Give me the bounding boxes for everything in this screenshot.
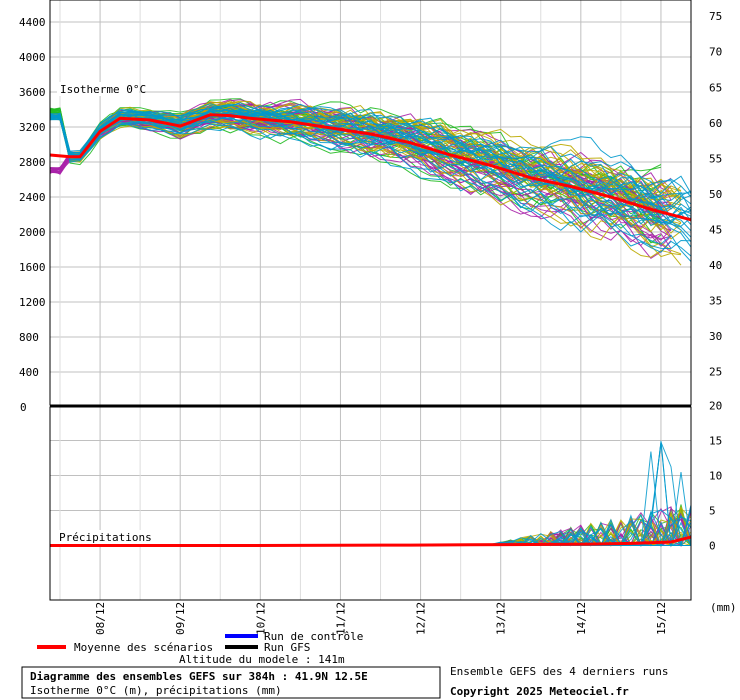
precip-y-tick: 5 (709, 505, 716, 518)
footer-title: Diagramme des ensembles GEFS sur 384h : … (30, 670, 368, 683)
footer-subtitle: Isotherme 0°C (m), précipitations (mm) (30, 684, 282, 697)
precip-unit-label: (mm) (710, 601, 737, 614)
x-tick-label: 14/12 (575, 602, 588, 635)
y-tick-right: 70 (709, 46, 722, 59)
y-tick-right: 55 (709, 152, 722, 165)
legend-control-label: Run de contrôle (264, 630, 363, 643)
y-tick-right: 60 (709, 117, 722, 130)
y-tick-left: 400 (19, 366, 39, 379)
precip-y-tick: 0 (709, 540, 716, 553)
precip-y-tick: 20 (709, 400, 722, 413)
isotherm-member-line (49, 115, 692, 257)
isotherm-member-line (49, 115, 682, 258)
isotherm-member-line (49, 107, 692, 227)
y-tick-left: 3200 (19, 121, 46, 134)
footer-title-box (21, 666, 441, 699)
y-tick-left: 2400 (19, 191, 46, 204)
isotherm-member-line (49, 114, 692, 262)
y-tick-right: 75 (709, 10, 722, 23)
x-tick-label: 15/12 (655, 602, 668, 635)
model-altitude-label: Altitude du modele : 141m (179, 653, 345, 666)
x-tick-label: 12/12 (415, 602, 428, 635)
x-tick-label: 13/12 (495, 602, 508, 635)
y-tick-right: 35 (709, 294, 722, 307)
isotherm-series-label: Isotherme 0°C (60, 83, 146, 96)
y-tick-left: 1600 (19, 261, 46, 274)
y-tick-right: 50 (709, 188, 722, 201)
y-tick-right: 30 (709, 330, 722, 343)
y-tick-right: 45 (709, 223, 722, 236)
precip-y-ticks-right: 20 15 10 5 0 (709, 400, 722, 553)
x-tick-label: 10/12 (254, 602, 267, 635)
y-tick-right: 65 (709, 81, 722, 94)
footer-copyright: Copyright 2025 Meteociel.fr (450, 685, 629, 698)
precip-y-tick: 10 (709, 470, 722, 483)
isotherm-member-line (49, 110, 692, 224)
y-tick-left: 2000 (19, 226, 46, 239)
precip-y-tick: 15 (709, 435, 722, 448)
y-tick-left: 4000 (19, 51, 46, 64)
y-tick-left: 800 (19, 331, 39, 344)
isotherm-member-line (49, 104, 692, 195)
x-tick-label: 08/12 (94, 602, 107, 635)
precip-series-label: Précipitations (59, 531, 152, 544)
legend-gfs-label: Run GFS (264, 641, 310, 654)
legend-mean-label: Moyenne des scénarios (74, 641, 213, 654)
y-tick-right: 25 (709, 365, 722, 378)
x-tick-label: 11/12 (334, 602, 347, 635)
y-tick-left: 3600 (19, 86, 46, 99)
isotherm-y-ticks-left: 4400400036003200280024002000160012008004… (19, 16, 46, 414)
isotherm-grid (50, 0, 691, 405)
isotherm-member-line (49, 107, 692, 214)
precip-mean-line (50, 535, 692, 547)
isotherm-y-ticks-right: 75 70 65 60 55 50 45 40 35 30 25 (709, 10, 722, 378)
y-tick-right: 40 (709, 259, 722, 272)
date-x-ticks: 08/12 09/12 10/12 11/12 12/12 13/12 14/12 15/12 (94, 602, 668, 635)
isotherm-member-line (49, 110, 692, 210)
x-tick-label: 09/12 (174, 602, 187, 635)
isotherm-member-line (49, 104, 692, 199)
y-tick-left: 4400 (19, 16, 46, 29)
footer-runs: Ensemble GEFS des 4 derniers runs (450, 665, 669, 678)
y-tick-left: 0 (20, 401, 27, 414)
isotherm-mean-line (49, 113, 692, 222)
y-tick-left: 2800 (19, 156, 46, 169)
isotherm-member-line (49, 102, 692, 198)
y-tick-left: 1200 (19, 296, 46, 309)
